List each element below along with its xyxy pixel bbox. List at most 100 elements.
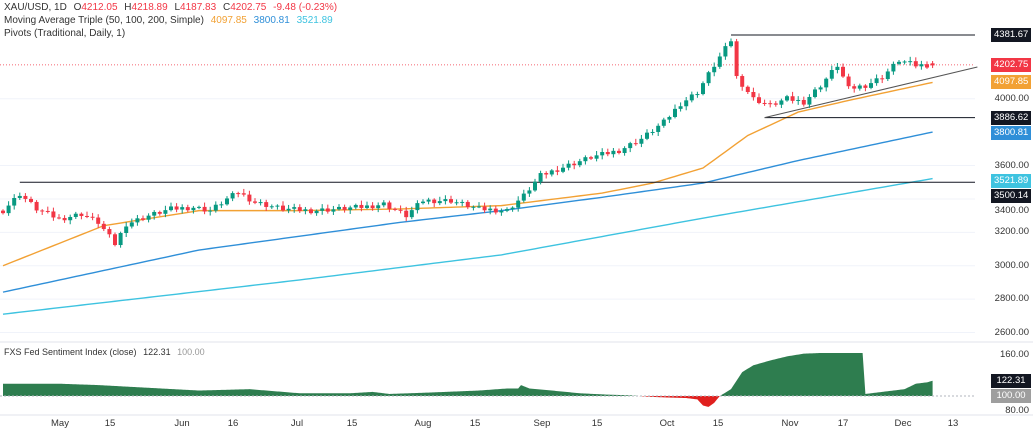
ma-legend[interactable]: Moving Average Triple (50, 100, 200, Sim… <box>4 15 337 26</box>
candle-body <box>96 217 101 224</box>
candle-body <box>594 155 599 159</box>
candle-body <box>729 41 733 47</box>
candle-body <box>863 85 868 88</box>
candle-body <box>320 208 325 211</box>
sentiment-base: 100.00 <box>177 347 205 357</box>
candle-body <box>583 157 588 162</box>
y-tick-label: 2800.00 <box>994 293 1029 305</box>
candle-body <box>482 206 487 211</box>
candle-body <box>768 103 773 105</box>
candle-body <box>17 195 22 198</box>
candle-body <box>113 234 117 246</box>
open-label: O <box>73 2 82 13</box>
candle-body <box>661 119 666 126</box>
y-tick-label: 2600.00 <box>994 326 1029 338</box>
candle-body <box>337 206 341 210</box>
y-tick-label: 3200.00 <box>994 226 1029 238</box>
candle-body <box>62 217 67 221</box>
candle-body <box>880 78 885 80</box>
sentiment-y-tick: 160.00 <box>999 349 1029 361</box>
candle-body <box>678 106 683 109</box>
candle-body <box>801 99 806 105</box>
close-label: C <box>222 2 231 13</box>
x-tick-label: Jul <box>290 418 304 429</box>
candle-body <box>258 202 263 204</box>
candle-body <box>225 198 229 205</box>
candle-body <box>129 222 134 227</box>
candle-body <box>101 223 106 230</box>
candle-body <box>633 143 638 145</box>
candle-body <box>611 150 616 155</box>
candle-body <box>465 201 470 208</box>
candle-body <box>762 102 767 104</box>
y-tick-label: 3400.00 <box>994 204 1029 216</box>
ohlc-legend: XAU/USD, 1D O4212.05 H4218.89 L4187.83 C… <box>4 2 341 13</box>
candle-body <box>359 204 364 208</box>
price-label: 3886.62 <box>991 110 1031 125</box>
candle-body <box>275 205 280 207</box>
ma200-line <box>2 177 933 315</box>
candle-body <box>163 210 168 214</box>
candle-body <box>684 100 689 107</box>
candle-body <box>835 66 840 71</box>
sentiment-price-label: 122.31 <box>991 373 1031 388</box>
sentiment-negative-area <box>3 396 933 407</box>
sentiment-y-tick: 80.00 <box>1005 405 1029 416</box>
candle-body <box>807 97 812 105</box>
candle-body <box>723 46 728 57</box>
ma100-value: 3800.81 <box>253 15 290 26</box>
candle-body <box>437 201 442 204</box>
ma50-line <box>2 81 933 267</box>
candle-body <box>398 209 403 211</box>
candle-body <box>645 132 649 139</box>
candle-body <box>152 211 157 216</box>
x-tick-label: 15 <box>591 418 603 429</box>
candle-body <box>628 143 633 149</box>
candle-body <box>544 173 549 175</box>
close-value: 4202.75 <box>230 2 267 13</box>
candle-body <box>230 193 235 199</box>
candle-body <box>202 206 207 212</box>
candle-body <box>118 233 123 246</box>
candle-body <box>146 215 151 220</box>
candle-body <box>521 193 526 201</box>
low-value: 4187.83 <box>180 2 217 13</box>
candle-body <box>393 208 397 210</box>
high-label: H <box>124 2 132 13</box>
ma200-value: 3521.89 <box>296 15 333 26</box>
candle-body <box>751 92 756 98</box>
candle-body <box>157 211 162 214</box>
candle-body <box>785 96 789 101</box>
candle-body <box>533 181 537 191</box>
candle-body <box>309 209 313 214</box>
candle-body <box>269 206 274 208</box>
candle-body <box>342 206 347 210</box>
candle-body <box>57 217 61 219</box>
x-tick-label: Oct <box>659 418 675 429</box>
candle-body <box>779 100 784 105</box>
candle-body <box>796 99 801 101</box>
candle-body <box>790 96 795 101</box>
candle-body <box>510 207 515 210</box>
candle-body <box>869 83 873 88</box>
candle-body <box>208 210 213 212</box>
sentiment-price-label: 100.00 <box>991 389 1031 403</box>
candle-body <box>135 218 140 223</box>
x-tick-label: 15 <box>104 418 116 429</box>
candle-body <box>656 125 661 132</box>
candle-body <box>213 204 218 211</box>
candle-body <box>34 201 39 211</box>
price-label: 3800.81 <box>991 125 1031 140</box>
candle-body <box>538 173 543 182</box>
candle-body <box>174 206 179 210</box>
x-tick-label: May <box>51 418 69 429</box>
sentiment-legend[interactable]: FXS Fed Sentiment Index (close) 122.31 1… <box>4 347 209 357</box>
pivots-legend[interactable]: Pivots (Traditional, Daily, 1) <box>4 28 129 39</box>
candle-body <box>488 208 493 211</box>
candle-body <box>45 210 50 212</box>
candle-body <box>303 209 308 211</box>
candle-body <box>6 205 11 214</box>
x-tick-label: Sep <box>533 418 551 429</box>
